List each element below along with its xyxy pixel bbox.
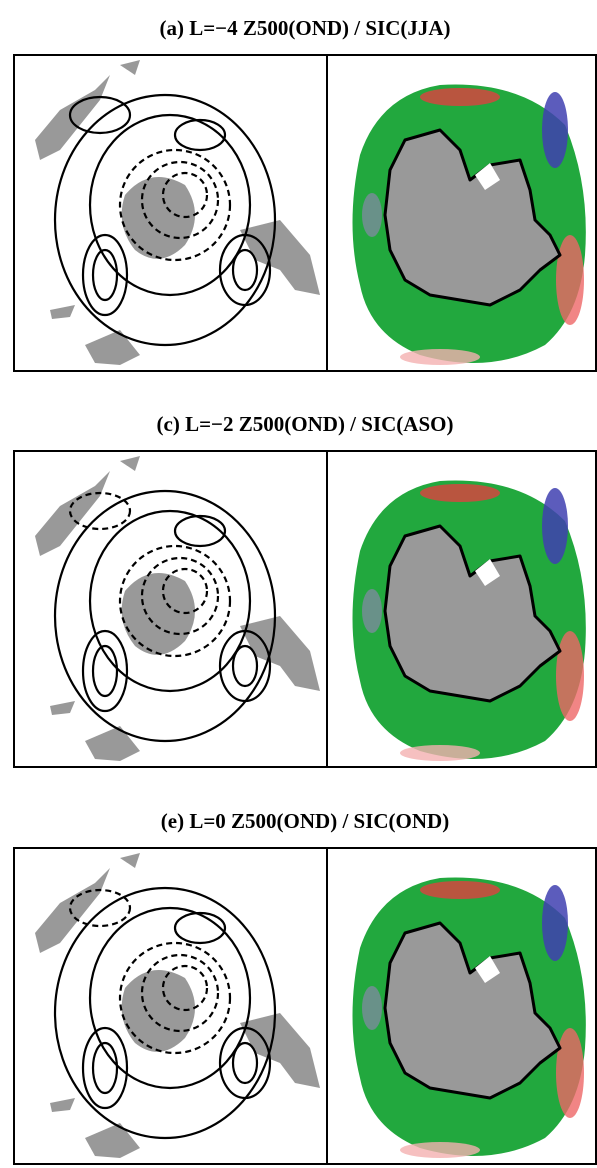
- ice-anomaly-negative: [542, 885, 568, 961]
- ice-anomaly-negative: [362, 589, 382, 633]
- land: [50, 701, 75, 715]
- panel: (e) L=0 Z500(OND) / SIC(OND): [14, 809, 596, 1164]
- contour: [233, 646, 257, 686]
- land: [85, 726, 140, 761]
- figure: (a) L=−4 Z500(OND) / SIC(JJA) (c) L=−2 Z5…: [0, 0, 597, 1168]
- land: [35, 471, 110, 556]
- land: [120, 853, 140, 868]
- land: [85, 330, 140, 365]
- panel: (a) L=−4 Z500(OND) / SIC(JJA): [14, 16, 596, 371]
- contour: [233, 1043, 257, 1083]
- panel: (c) L=−2 Z500(OND) / SIC(ASO): [14, 412, 596, 767]
- ice-anomaly-negative: [542, 92, 568, 168]
- ice-anomaly-positive: [420, 881, 500, 899]
- ice-anomaly-positive: [400, 349, 480, 365]
- ice-anomaly-positive: [400, 745, 480, 761]
- land: [120, 60, 140, 75]
- ice-anomaly-positive: [420, 484, 500, 502]
- ice-anomaly-positive: [556, 1028, 584, 1118]
- land: [35, 868, 110, 953]
- land: [50, 305, 75, 319]
- ice-anomaly-positive: [556, 631, 584, 721]
- contour: [220, 631, 270, 701]
- contour: [220, 235, 270, 305]
- contour: [175, 913, 225, 943]
- land: [240, 616, 320, 691]
- contour: [175, 120, 225, 150]
- contour: [233, 250, 257, 290]
- land: [120, 456, 140, 471]
- land: [240, 220, 320, 295]
- land: [240, 1013, 320, 1088]
- contour: [220, 1028, 270, 1098]
- land: [50, 1098, 75, 1112]
- ice-anomaly-negative: [542, 488, 568, 564]
- ice-anomaly-positive: [400, 1142, 480, 1158]
- land: [35, 75, 110, 160]
- ice-anomaly-negative: [362, 193, 382, 237]
- panel-title: (a) L=−4 Z500(OND) / SIC(JJA): [159, 16, 450, 40]
- panel-title: (e) L=0 Z500(OND) / SIC(OND): [161, 809, 449, 833]
- page: {"panels": [ {"title": "(a) L=−4 Z500(ON…: [0, 0, 597, 1168]
- ice-anomaly-positive: [556, 235, 584, 325]
- land: [85, 1123, 140, 1158]
- contour: [175, 516, 225, 546]
- panel-title: (c) L=−2 Z500(OND) / SIC(ASO): [157, 412, 454, 436]
- ice-anomaly-positive: [420, 88, 500, 106]
- ice-anomaly-negative: [362, 986, 382, 1030]
